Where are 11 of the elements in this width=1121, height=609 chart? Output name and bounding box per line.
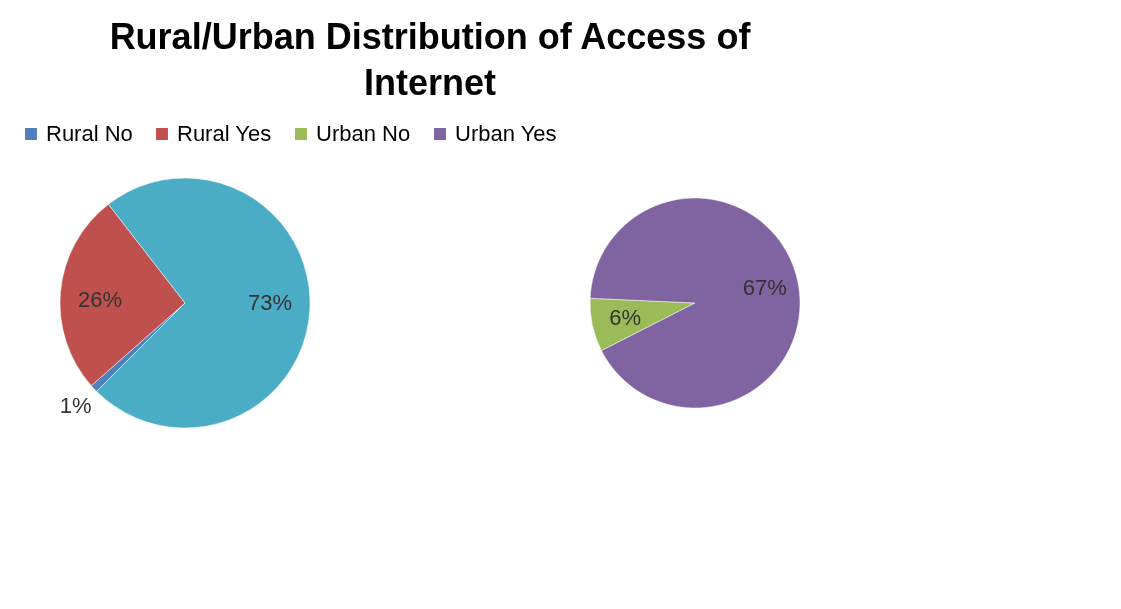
legend-label: Urban No: [316, 121, 411, 146]
data-label: 1%: [59, 392, 92, 418]
data-label: 73%: [247, 290, 293, 315]
pie-slice: [589, 197, 801, 409]
legend-label: Rural Yes: [177, 121, 272, 146]
data-label: 6%: [609, 305, 642, 331]
text: Rural/Urban Distribution of Access of Internet: [109, 16, 752, 103]
data-label: 67%: [742, 274, 787, 300]
data-label: 26%: [78, 287, 123, 313]
legend-label: Urban Yes: [455, 121, 557, 146]
legend-label: Rural No: [46, 121, 133, 146]
